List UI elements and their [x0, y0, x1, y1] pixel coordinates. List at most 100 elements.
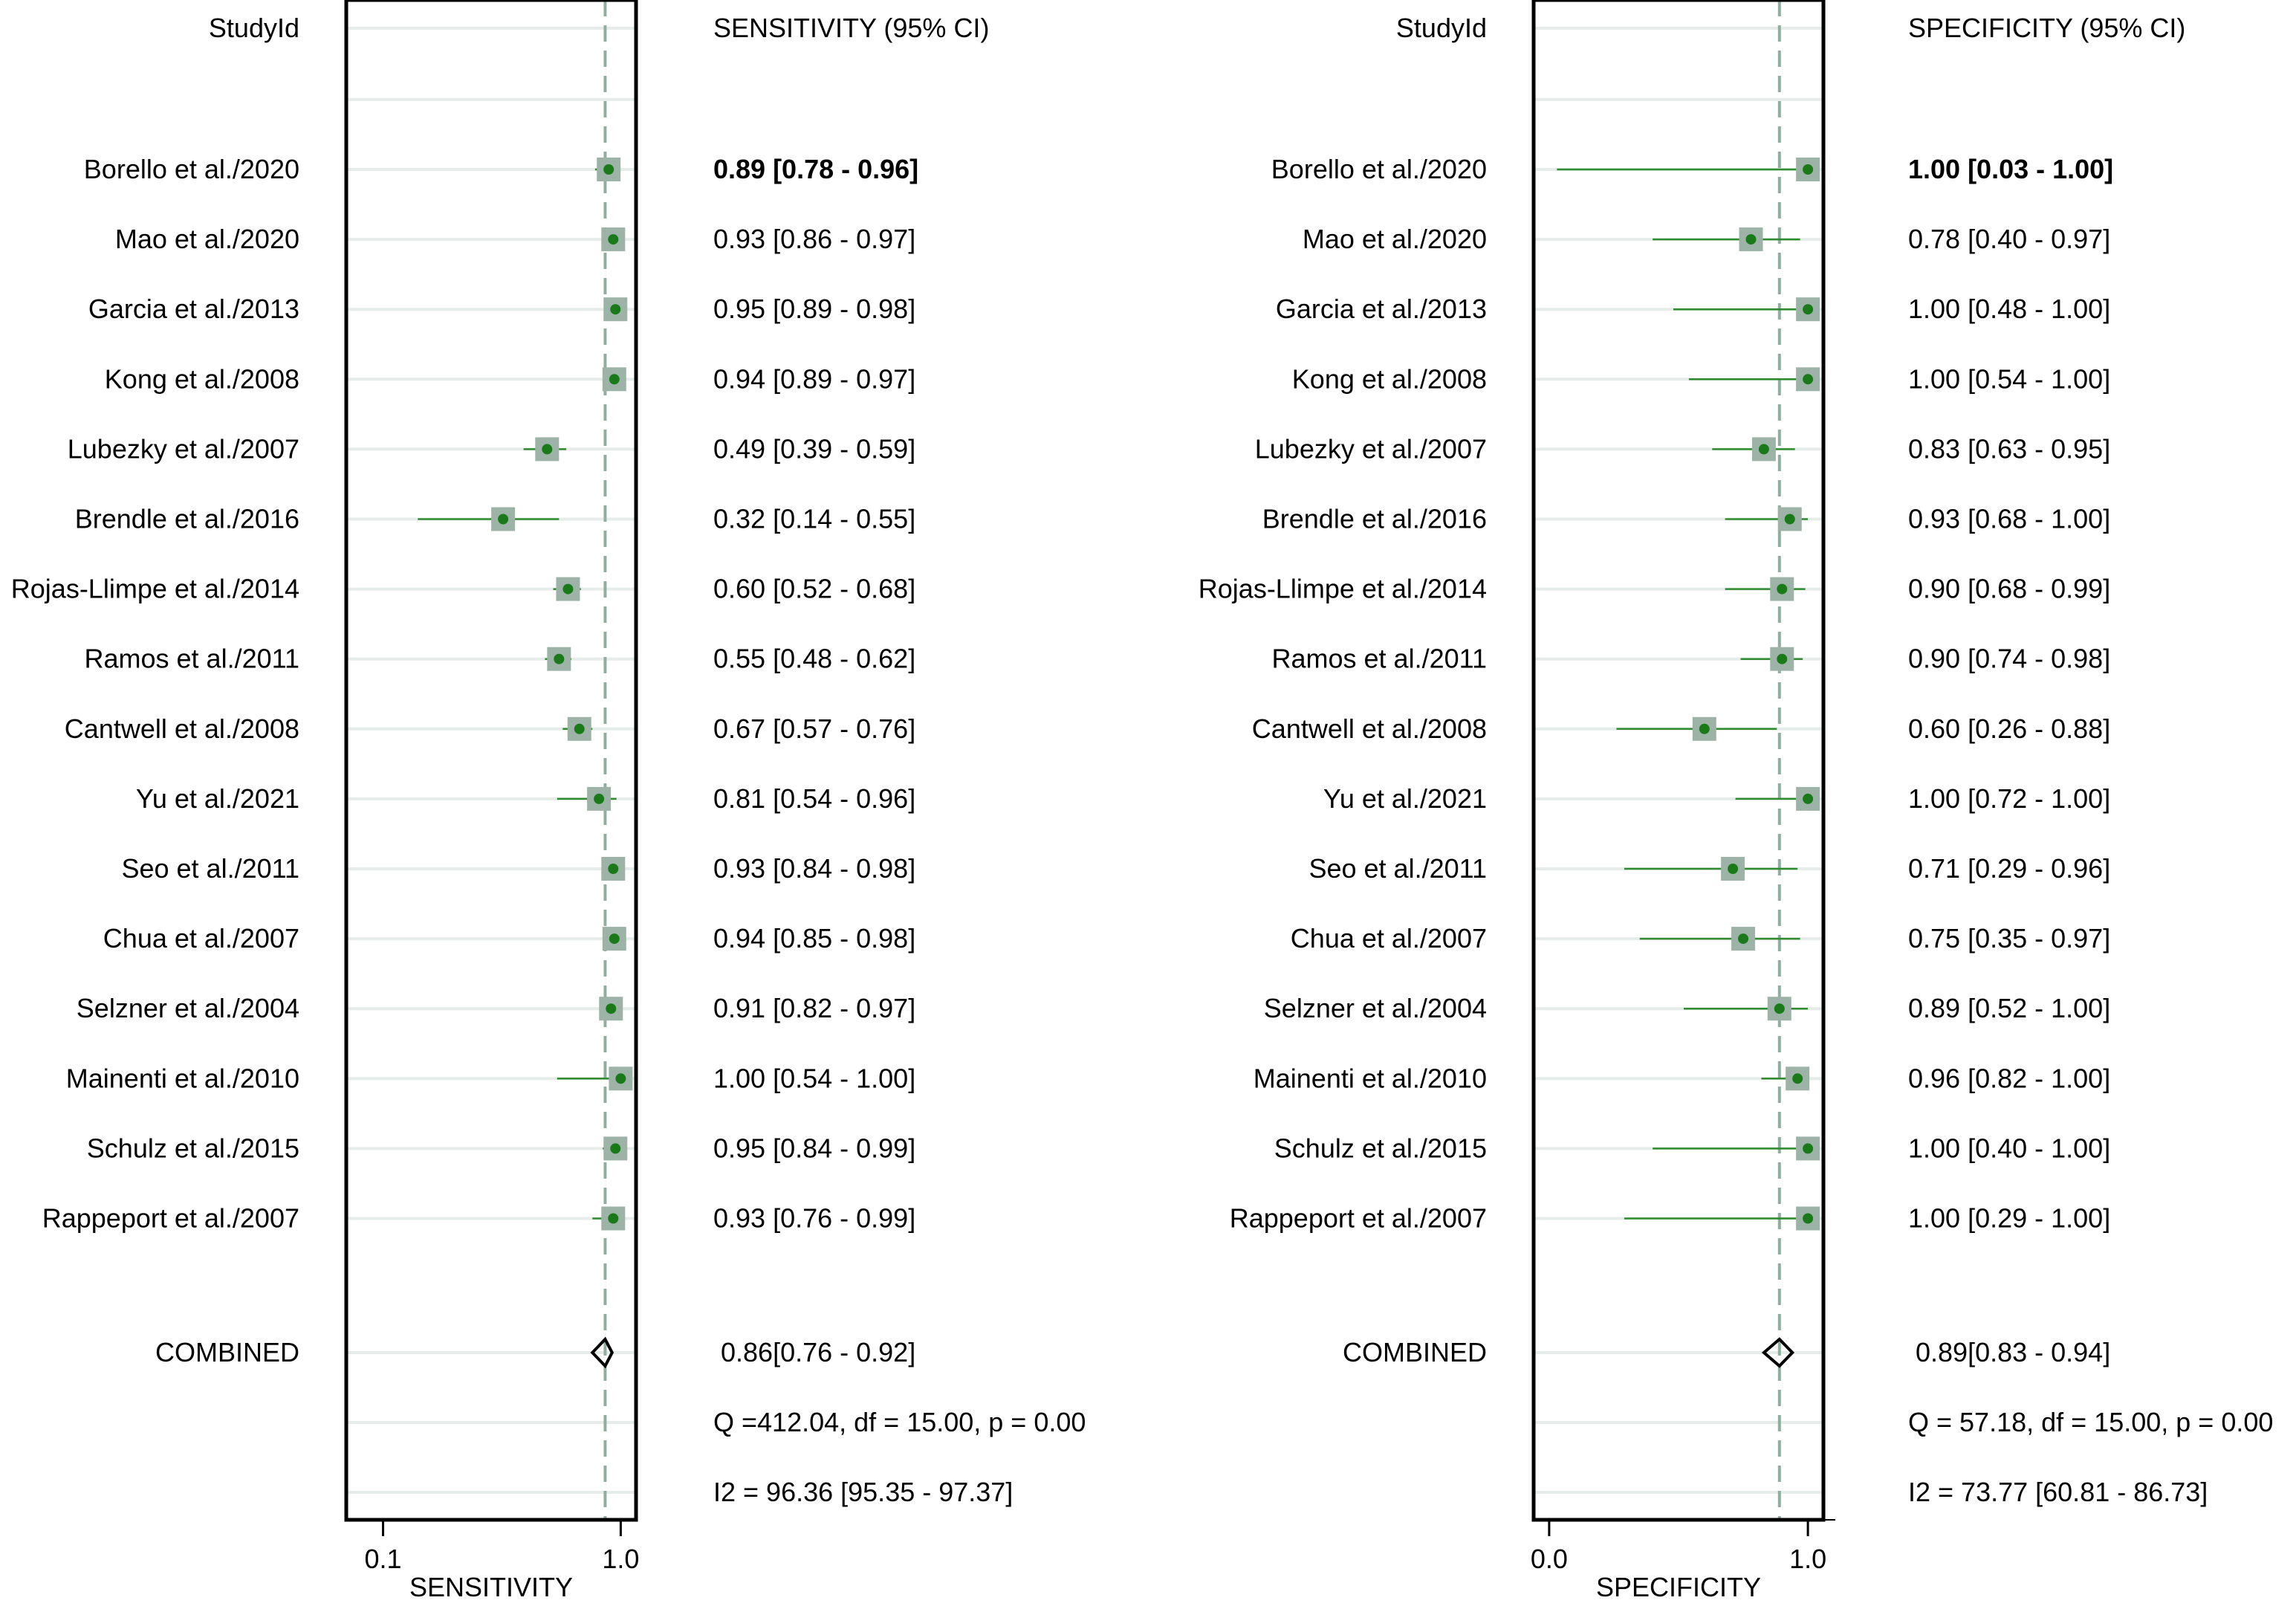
study-name: Lubezky et al./2007	[1255, 433, 1487, 464]
study-estimate-label: 1.00 [0.29 - 1.00]	[1908, 1203, 2110, 1234]
study-estimate-label: 0.60 [0.26 - 0.88]	[1908, 713, 2110, 744]
point-estimate-marker	[562, 583, 574, 595]
study-name: Seo et al./2011	[121, 853, 299, 884]
point-estimate-marker	[610, 1143, 621, 1154]
point-estimate-marker	[1777, 583, 1788, 595]
x-axis-title: SENSITIVITY	[409, 1572, 573, 1602]
point-estimate-marker	[1803, 374, 1814, 385]
combined-row: COMBINED 0.89[0.83 - 0.94]	[1343, 1337, 2110, 1368]
study-name: Mainenti et al./2010	[1254, 1063, 1487, 1093]
point-estimate-marker	[542, 444, 553, 455]
study-estimate-label: 1.00 [0.72 - 1.00]	[1908, 783, 2110, 814]
study-name: Mao et al./2020	[115, 224, 299, 254]
study-name: Cantwell et al./2008	[65, 713, 299, 744]
study-estimate-label: 1.00 [0.54 - 1.00]	[1908, 363, 2110, 394]
study-estimate-label: 0.94 [0.89 - 0.97]	[713, 363, 915, 394]
study-estimate-label: 1.00 [0.54 - 1.00]	[713, 1063, 915, 1093]
study-name: Yu et al./2021	[136, 783, 299, 814]
study-row: Brendle et al./2016 0.32 [0.14 - 0.55]	[75, 504, 915, 534]
point-estimate-marker	[1777, 653, 1788, 664]
study-estimate-label: 0.95 [0.89 - 0.98]	[713, 294, 915, 324]
combined-row: COMBINED 0.86[0.76 - 0.92]	[155, 1336, 915, 1369]
study-row: Rojas-Llimpe et al./2014 0.90 [0.68 - 0.9…	[1199, 574, 2110, 604]
study-row: Selzner et al./2004 0.91 [0.82 - 0.97]	[77, 993, 915, 1023]
study-name: Yu et al./2021	[1323, 783, 1487, 814]
point-estimate-marker	[608, 1213, 619, 1224]
point-estimate-marker	[609, 933, 620, 945]
study-estimate-label: 0.78 [0.40 - 0.97]	[1908, 224, 2110, 254]
study-name: Chua et al./2007	[1291, 923, 1487, 954]
study-row: Kong et al./2008 0.94 [0.89 - 0.97]	[105, 363, 915, 394]
point-estimate-marker	[1803, 164, 1814, 175]
study-name: Borello et al./2020	[1271, 154, 1487, 184]
point-estimate-marker	[594, 793, 605, 804]
forest-panel-specificity: StudyId SPECIFICITY (95% CI) Borello et al…	[1199, 0, 2273, 1602]
point-estimate-marker	[1803, 304, 1814, 315]
study-estimate-label: 0.89 [0.52 - 1.00]	[1908, 993, 2110, 1023]
combined-diamond	[1761, 1337, 1794, 1368]
study-row: Mao et al./2020 0.93 [0.86 - 0.97]	[115, 224, 915, 254]
study-name: Ramos et al./2011	[1272, 644, 1488, 674]
study-name: Garcia et al./2013	[88, 294, 299, 324]
study-name: Rappeport et al./2007	[42, 1203, 299, 1234]
point-estimate-marker	[1784, 514, 1795, 525]
study-row: Mainenti et al./2010 1.00 [0.54 - 1.00]	[66, 1063, 915, 1093]
study-estimate-label: 0.89 [0.78 - 0.96]	[713, 154, 918, 184]
study-name: Brendle et al./2016	[75, 504, 299, 534]
x-axis: 0.0 1.0 SPECIFICITY	[1531, 1519, 1835, 1602]
study-name: Rappeport et al./2007	[1230, 1203, 1487, 1234]
point-estimate-marker	[608, 864, 619, 874]
study-estimate-label: 0.96 [0.82 - 1.00]	[1908, 1063, 2110, 1093]
combined-label: COMBINED	[1343, 1337, 1487, 1367]
point-estimate-marker	[603, 164, 614, 175]
study-name: Kong et al./2008	[105, 363, 299, 394]
study-row: Seo et al./2011 0.93 [0.84 - 0.98]	[121, 853, 915, 884]
x-axis: 0.1 1.0 SENSITIVITY	[365, 1519, 639, 1602]
study-name: Chua et al./2007	[103, 923, 299, 954]
point-estimate-marker	[1803, 1213, 1814, 1224]
study-name: Lubezky et al./2007	[68, 433, 299, 464]
study-estimate-label: 1.00 [0.40 - 1.00]	[1908, 1133, 2110, 1163]
study-row: Seo et al./2011 0.71 [0.29 - 0.96]	[1308, 853, 2110, 884]
combined-estimate-label: 0.89[0.83 - 0.94]	[1916, 1337, 2110, 1367]
study-row: Garcia et al./2013 0.95 [0.89 - 0.98]	[88, 294, 915, 324]
metric-header: SENSITIVITY (95% CI)	[713, 13, 989, 43]
heterogeneity-q-text: Q =412.04, df = 15.00, p = 0.00	[713, 1407, 1086, 1437]
study-row: Ramos et al./2011 0.90 [0.74 - 0.98]	[1272, 644, 2111, 674]
study-estimate-label: 0.55 [0.48 - 0.62]	[713, 644, 915, 674]
point-estimate-marker	[608, 234, 619, 245]
study-row: Borello et al./2020 0.89 [0.78 - 0.96]	[84, 154, 918, 184]
study-estimate-label: 0.49 [0.39 - 0.59]	[713, 433, 915, 464]
study-estimate-label: 0.94 [0.85 - 0.98]	[713, 923, 915, 954]
study-row: Chua et al./2007 0.94 [0.85 - 0.98]	[103, 923, 915, 954]
combined-diamond	[590, 1336, 614, 1369]
study-estimate-label: 0.71 [0.29 - 0.96]	[1908, 853, 2110, 884]
study-name: Selzner et al./2004	[1264, 993, 1487, 1023]
combined-estimate-label: 0.86[0.76 - 0.92]	[721, 1337, 915, 1367]
study-row: Yu et al./2021 0.81 [0.54 - 0.96]	[136, 783, 915, 814]
study-row: Kong et al./2008 1.00 [0.54 - 1.00]	[1292, 363, 2110, 394]
study-row: Ramos et al./2011 0.55 [0.48 - 0.62]	[85, 644, 916, 674]
point-estimate-marker	[615, 1073, 626, 1084]
study-name: Kong et al./2008	[1292, 363, 1487, 394]
study-row: Cantwell et al./2008 0.60 [0.26 - 0.88]	[1252, 713, 2110, 744]
point-estimate-marker	[1745, 234, 1757, 245]
study-row: Rappeport et al./2007 0.93 [0.76 - 0.99]	[42, 1203, 915, 1234]
study-row: Schulz et al./2015 0.95 [0.84 - 0.99]	[87, 1133, 915, 1163]
study-estimate-label: 0.75 [0.35 - 0.97]	[1908, 923, 2110, 954]
study-id-header: StudyId	[1396, 13, 1487, 43]
point-estimate-marker	[554, 653, 565, 664]
study-name: Schulz et al./2015	[87, 1133, 299, 1163]
point-estimate-marker	[609, 374, 620, 385]
study-estimate-label: 0.81 [0.54 - 0.96]	[713, 783, 915, 814]
study-estimate-label: 0.67 [0.57 - 0.76]	[713, 713, 915, 744]
heterogeneity-i2-text: I2 = 96.36 [95.35 - 97.37]	[713, 1477, 1013, 1507]
point-estimate-marker	[1774, 1003, 1785, 1014]
study-estimate-label: 0.93 [0.86 - 0.97]	[713, 224, 915, 254]
study-name: Brendle et al./2016	[1262, 504, 1487, 534]
study-name: Borello et al./2020	[84, 154, 299, 184]
study-name: Mao et al./2020	[1303, 224, 1487, 254]
point-estimate-marker	[1792, 1073, 1803, 1084]
